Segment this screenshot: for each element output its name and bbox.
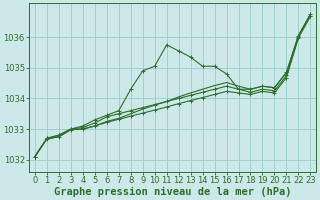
X-axis label: Graphe pression niveau de la mer (hPa): Graphe pression niveau de la mer (hPa) <box>54 186 292 197</box>
